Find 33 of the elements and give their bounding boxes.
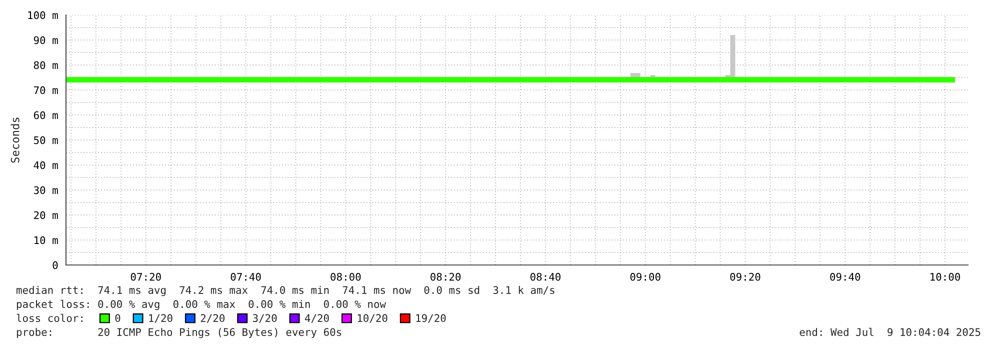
- text: end: Wed Jul 9 10:04:04 2025: [800, 328, 980, 336]
- y-tick-label: 30 m: [34, 186, 58, 194]
- y-tick-label: 60 m: [34, 111, 58, 120]
- legend-label: 10/20: [358, 314, 388, 323]
- x-tick-label: 07:20: [130, 272, 161, 281]
- y-tick-label: 80 m: [34, 61, 58, 70]
- text: median rtt: 74.1 ms avg 74.2 ms max 74.0 ms min 74.1 ms now 0.0 ms sd 3.1 k am/s: [16, 286, 554, 296]
- y-tick-label: 50 m: [34, 136, 58, 144]
- legend-label: 3/20: [252, 314, 277, 323]
- x-tick-label: 09:00: [630, 272, 660, 281]
- legend-label: 1/20: [149, 314, 172, 323]
- y-tick-label: 20 m: [34, 211, 58, 220]
- x-tick-label: 07:40: [230, 272, 261, 281]
- legend-label: 4/20: [304, 314, 329, 323]
- x-tick-label: 08:00: [330, 272, 361, 281]
- y-axis-title: Seconds: [10, 118, 20, 163]
- x-tick-label: 08:40: [530, 272, 560, 281]
- legend-label: 19/20: [416, 314, 446, 323]
- y-tick-label: 0: [52, 261, 58, 270]
- text: probe: 20 ICMP Echo Pings (56 Bytes) every 60s: [16, 328, 342, 338]
- x-tick-label: 10:00: [930, 272, 960, 281]
- text: packet loss: 0.00 % avg 0.00 % max 0.00 % min 0.00 % now: [16, 300, 386, 310]
- y-tick-label: 10 m: [34, 236, 58, 244]
- y-tick-label: 90 m: [34, 36, 58, 44]
- y-tick-label: 40 m: [34, 161, 58, 170]
- x-tick-label: 08:20: [430, 272, 461, 281]
- text: loss color:: [16, 314, 82, 322]
- x-tick-label: 09:20: [730, 272, 760, 281]
- x-tick-label: 09:40: [830, 272, 860, 281]
- y-tick-label: 100 m: [28, 11, 58, 20]
- legend-label: 2/20: [200, 314, 225, 323]
- legend-label: 0: [115, 314, 120, 322]
- y-tick-label: 70 m: [34, 86, 58, 94]
